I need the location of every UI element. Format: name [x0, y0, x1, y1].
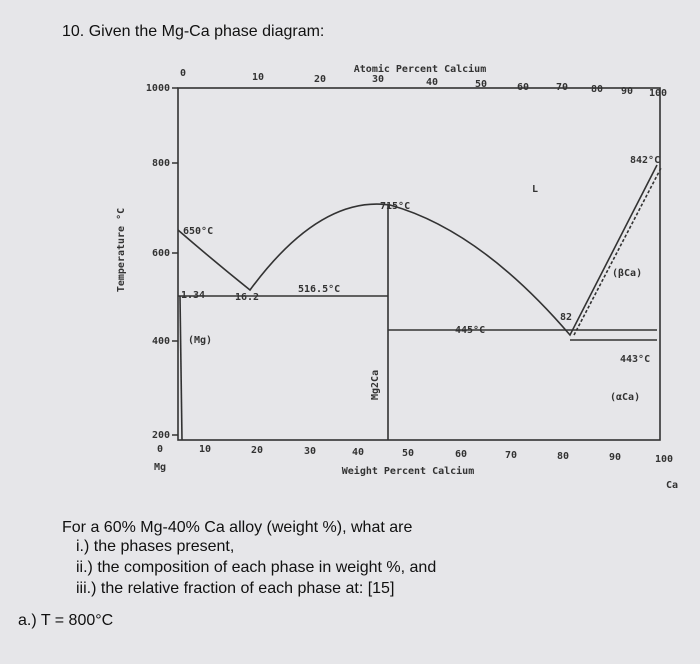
solvus	[573, 167, 662, 336]
bottom-tick: 60	[455, 449, 467, 460]
phase-lines	[178, 205, 657, 440]
annotation: (αCa)	[610, 392, 640, 403]
plot-frame	[177, 87, 661, 441]
top-tick: 10	[252, 72, 264, 83]
annotation: (βCa)	[612, 268, 642, 279]
bottom-tick: 100	[655, 454, 673, 465]
top-tick: 90	[621, 86, 633, 97]
y-tick-label: 800	[152, 158, 170, 169]
y-tick-label: 1000	[146, 83, 170, 94]
question-prompt: For a 60% Mg-40% Ca alloy (weight %), wh…	[62, 519, 412, 536]
top-tick: 100	[649, 88, 667, 99]
annotation: 842°C	[630, 155, 660, 166]
bottom-tick: 30	[304, 446, 316, 457]
top-tick: 50	[475, 79, 487, 90]
question-item: i.) the phases present,	[76, 538, 234, 555]
top-tick: 0	[180, 68, 186, 79]
bottom-tick: 50	[402, 448, 414, 459]
phase-diagram: Atomic Percent Calcium 0 10 20 30 40 50 …	[116, 63, 678, 491]
top-tick: 80	[591, 84, 603, 95]
top-tick: 30	[372, 74, 384, 85]
bottom-tick: 70	[505, 450, 517, 461]
annotation: 443°C	[620, 354, 650, 365]
liquidus	[177, 164, 658, 337]
annotation: 516.5°C	[298, 284, 340, 295]
annotation: L	[532, 184, 538, 195]
top-tick: 20	[314, 74, 326, 85]
question-part: a.) T = 800°C	[18, 612, 113, 629]
top-tick: 70	[556, 82, 568, 93]
bottom-tick: 90	[609, 452, 621, 463]
annotation: 1.34	[181, 290, 205, 301]
top-axis-title: Atomic Percent Calcium	[354, 63, 486, 75]
question-item: iii.) the relative fraction of each phas…	[76, 580, 394, 597]
bottom-axis-title: Weight Percent Calcium	[342, 465, 474, 477]
top-tick: 60	[517, 82, 529, 93]
question-item: ii.) the composition of each phase in we…	[76, 559, 436, 576]
y-tick-label: 600	[152, 248, 170, 259]
top-tick: 40	[426, 77, 438, 88]
annotation: 82	[560, 312, 572, 323]
bottom-tick: 0	[157, 444, 163, 455]
element-label: Mg	[154, 462, 166, 473]
y-ticks	[172, 87, 178, 436]
bottom-tick: 40	[352, 447, 364, 458]
annotation: (Mg)	[188, 335, 212, 346]
annotation: 650°C	[183, 226, 213, 237]
mg-solvus	[179, 295, 183, 441]
y-tick-label: 400	[152, 336, 170, 347]
bottom-tick: 10	[199, 444, 211, 455]
bottom-tick: 80	[557, 451, 569, 462]
bottom-tick: 20	[251, 445, 263, 456]
y-tick-label: 200	[152, 430, 170, 441]
element-label: Ca	[666, 480, 678, 491]
annotation: 715°C	[380, 201, 410, 212]
annotation: Mg2Ca	[370, 370, 381, 400]
annotation: 445°C	[455, 325, 485, 336]
annotation: 16.2	[235, 292, 259, 303]
question-title: 10. Given the Mg-Ca phase diagram:	[62, 23, 324, 40]
y-axis-title: Temperature °C	[116, 208, 127, 292]
